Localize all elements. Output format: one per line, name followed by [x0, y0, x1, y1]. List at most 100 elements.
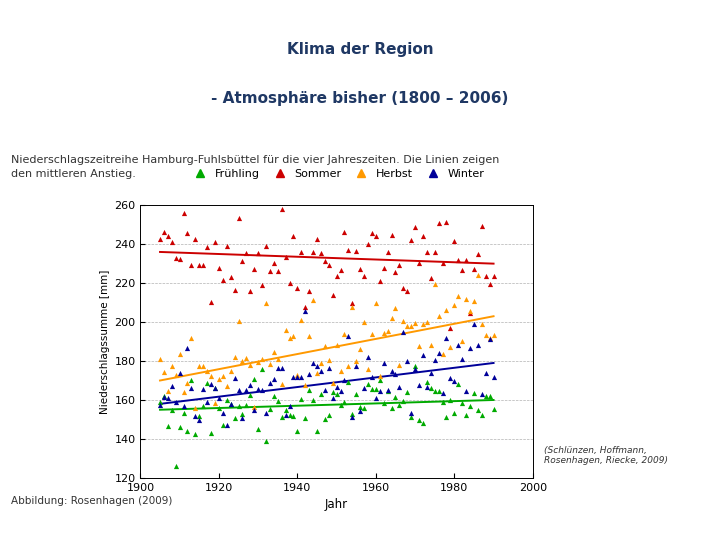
Point: [374, 276, 385, 285]
Point: [362, 380, 374, 389]
Point: [170, 397, 181, 406]
Point: [456, 399, 468, 408]
Point: [351, 390, 362, 399]
Point: [452, 256, 464, 265]
Point: [174, 254, 186, 263]
Point: [245, 391, 256, 400]
Point: [205, 298, 217, 307]
Point: [343, 332, 354, 340]
Point: [295, 247, 307, 256]
Point: [323, 364, 335, 373]
Point: [413, 381, 425, 389]
Point: [409, 364, 420, 373]
Point: [362, 239, 374, 248]
Point: [210, 383, 221, 392]
Point: [189, 235, 201, 244]
Point: [354, 407, 366, 415]
Point: [162, 387, 174, 396]
Point: [260, 436, 271, 445]
Point: [221, 382, 233, 391]
Point: [315, 390, 327, 399]
Point: [476, 320, 487, 328]
Point: [449, 237, 460, 246]
Point: [421, 377, 433, 386]
Point: [476, 410, 487, 419]
Point: [382, 387, 393, 395]
Point: [374, 387, 385, 395]
Point: [445, 396, 456, 404]
Point: [390, 370, 401, 379]
Point: [315, 359, 327, 367]
Point: [205, 372, 217, 381]
Point: [248, 375, 260, 383]
Point: [194, 416, 205, 424]
Point: [311, 362, 323, 370]
Point: [252, 384, 264, 393]
Point: [331, 341, 343, 349]
Point: [441, 413, 452, 421]
Point: [429, 248, 441, 256]
Point: [186, 376, 197, 384]
Point: [300, 381, 311, 390]
Point: [154, 401, 166, 410]
Point: [272, 267, 284, 275]
Point: [256, 365, 268, 374]
Point: [233, 402, 244, 410]
Point: [370, 298, 382, 307]
Point: [354, 403, 366, 411]
Point: [417, 350, 428, 359]
Point: [354, 265, 366, 273]
Point: [276, 364, 287, 373]
Point: [178, 402, 189, 410]
Point: [311, 369, 323, 378]
Point: [359, 403, 370, 412]
Point: [194, 412, 205, 421]
Point: [449, 376, 460, 385]
Point: [425, 383, 436, 392]
Point: [370, 385, 382, 394]
Point: [409, 222, 420, 231]
Point: [248, 265, 260, 273]
Point: [260, 242, 271, 251]
Point: [229, 286, 240, 295]
Point: [452, 341, 464, 350]
Point: [456, 355, 468, 363]
Point: [366, 372, 378, 381]
Text: Klima der Region: Klima der Region: [287, 42, 433, 57]
Point: [154, 397, 166, 406]
Point: [240, 354, 252, 362]
Point: [237, 410, 248, 418]
Point: [464, 309, 476, 318]
Point: [178, 388, 189, 397]
Point: [441, 333, 452, 342]
Point: [472, 271, 484, 279]
Point: [402, 287, 413, 295]
Point: [202, 398, 213, 407]
Point: [311, 427, 323, 435]
Point: [307, 248, 319, 256]
Point: [441, 306, 452, 314]
Point: [346, 410, 358, 419]
Point: [452, 292, 464, 300]
Point: [429, 387, 441, 395]
Point: [331, 272, 343, 281]
Point: [445, 343, 456, 352]
Point: [174, 350, 186, 359]
Point: [158, 228, 170, 237]
Point: [213, 394, 225, 402]
Y-axis label: Niederschlagssumme [mm]: Niederschlagssumme [mm]: [100, 269, 110, 414]
Point: [429, 356, 441, 364]
Point: [303, 385, 315, 394]
Point: [248, 405, 260, 414]
Point: [268, 259, 279, 268]
Point: [441, 218, 452, 227]
Point: [382, 326, 393, 335]
Point: [346, 303, 358, 312]
Point: [331, 389, 343, 398]
Point: [405, 408, 417, 417]
Point: [300, 302, 311, 311]
Point: [315, 367, 327, 376]
Point: [456, 266, 468, 274]
Point: [468, 389, 480, 397]
Point: [292, 371, 303, 380]
